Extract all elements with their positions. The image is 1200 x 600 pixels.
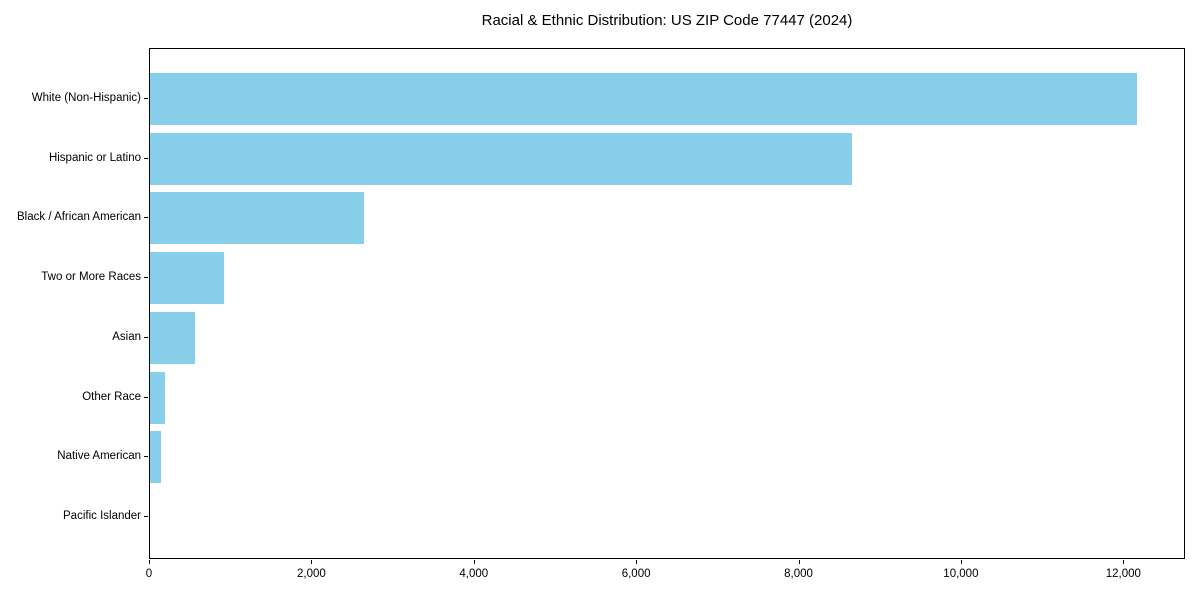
bar-black-african-american (150, 192, 365, 245)
x-axis-tick-label: 0 (145, 568, 153, 580)
x-tick-mark (1123, 560, 1125, 564)
x-axis-tick-label: 6,000 (621, 568, 651, 580)
y-axis-label: Two or More Races (41, 271, 141, 284)
x-axis-tick-label: 2,000 (297, 568, 326, 580)
bar-hispanic-or-latino (150, 132, 852, 185)
x-axis-tick-label: 8,000 (784, 568, 813, 580)
x-axis-tick-label: 12,000 (1105, 568, 1141, 580)
y-tick-mark (144, 456, 148, 458)
bar-asian (150, 311, 196, 364)
y-axis-label: Pacific Islander (63, 509, 141, 522)
y-axis-label: Other Race (82, 390, 141, 403)
x-tick-mark (636, 560, 638, 564)
y-tick-mark (144, 336, 148, 338)
y-axis-label: Black / African American (17, 211, 141, 224)
y-tick-mark (144, 98, 148, 99)
y-axis-label: White (Non-Hispanic) (31, 92, 141, 104)
x-tick-mark (311, 560, 313, 564)
plot-area (149, 48, 1185, 559)
bar-white-non-hispanic (150, 73, 1137, 125)
y-tick-mark (144, 277, 148, 279)
y-axis-label: Asian (112, 330, 141, 343)
bar-native-american (150, 431, 161, 484)
y-tick-mark (144, 157, 148, 159)
x-axis-tick-label: 10,000 (943, 568, 979, 580)
y-tick-mark (144, 217, 148, 219)
x-tick-mark (149, 560, 150, 564)
x-tick-mark (798, 560, 800, 564)
chart-title: Racial & Ethnic Distribution: US ZIP Cod… (481, 12, 853, 29)
y-tick-mark (144, 396, 148, 398)
y-tick-mark (144, 515, 148, 517)
y-axis-label: Native American (57, 450, 141, 463)
x-tick-mark (960, 560, 962, 564)
y-axis-label: Hispanic or Latino (48, 151, 141, 164)
x-axis-tick-label: 4,000 (459, 568, 489, 580)
x-tick-mark (473, 560, 475, 564)
bar-other-race (150, 371, 166, 424)
bar-two-or-more-races (150, 252, 224, 305)
